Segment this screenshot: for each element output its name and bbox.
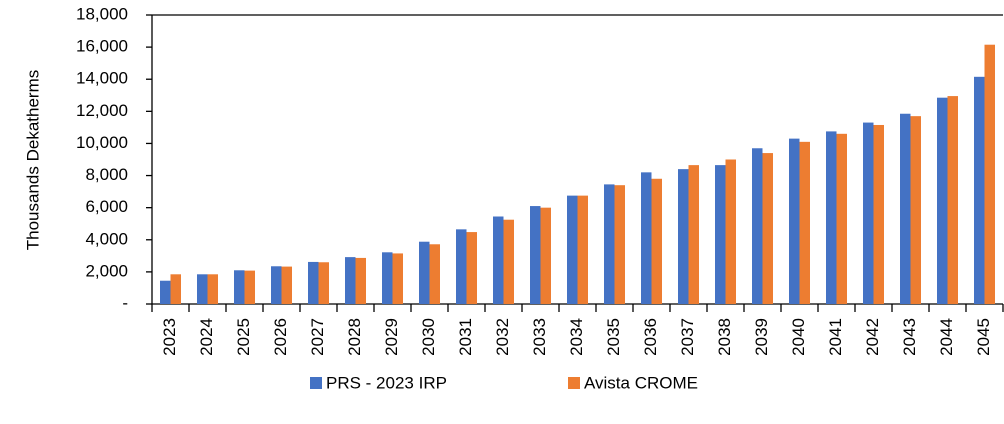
bar (456, 229, 467, 304)
x-tick-label: 2033 (530, 318, 549, 356)
x-tick-label: 2041 (826, 318, 845, 356)
x-tick-label: 2039 (752, 318, 771, 356)
x-tick-label: 2028 (345, 318, 364, 356)
bar (281, 266, 292, 304)
legend-label: PRS - 2023 IRP (326, 373, 447, 392)
bar (900, 113, 911, 304)
bar (984, 44, 995, 304)
x-tick-label: 2026 (271, 318, 290, 356)
y-tick-label: 4,000 (85, 229, 128, 248)
bar (355, 257, 366, 304)
y-tick-label: 10,000 (76, 133, 128, 152)
bar (651, 178, 662, 304)
legend-swatch (568, 377, 580, 389)
x-tick-label: 2040 (789, 318, 808, 356)
bar (974, 76, 985, 304)
bar (382, 252, 393, 304)
bar (799, 141, 810, 304)
bar (725, 159, 736, 304)
bar (826, 131, 837, 304)
x-tick-label: 2044 (937, 318, 956, 356)
bar (947, 96, 958, 304)
bar (863, 122, 874, 304)
x-tick-label: 2037 (678, 318, 697, 356)
bar (641, 172, 652, 304)
x-tick-label: 2029 (382, 318, 401, 356)
x-tick-label: 2032 (493, 318, 512, 356)
bar (429, 244, 440, 304)
x-tick-label: 2042 (863, 318, 882, 356)
bar (170, 274, 181, 304)
x-tick-label: 2036 (641, 318, 660, 356)
bar (789, 138, 800, 304)
x-tick-label: 2045 (974, 318, 993, 356)
bar (271, 266, 282, 304)
y-tick-label: 2,000 (85, 261, 128, 280)
x-tick-label: 2023 (160, 318, 179, 356)
bar (540, 207, 551, 304)
y-tick-label: 18,000 (76, 4, 128, 23)
x-tick-label: 2024 (197, 318, 216, 356)
bar (910, 116, 921, 305)
bar (577, 195, 588, 304)
y-tick-label: 8,000 (85, 165, 128, 184)
bar (567, 195, 578, 304)
bar (419, 241, 430, 304)
bar (466, 232, 477, 304)
bar (715, 165, 726, 304)
bar (604, 184, 615, 304)
x-tick-label: 2027 (308, 318, 327, 356)
bar (688, 165, 699, 304)
bar (493, 216, 504, 304)
bar (503, 219, 514, 304)
bar (207, 274, 218, 304)
y-tick-label: 16,000 (76, 37, 128, 56)
bar (392, 253, 403, 304)
bar (308, 261, 319, 304)
x-tick-label: 2043 (900, 318, 919, 356)
x-tick-label: 2038 (715, 318, 734, 356)
y-tick-label: 14,000 (76, 69, 128, 88)
bar (762, 153, 773, 304)
x-tick-label: 2031 (456, 318, 475, 356)
legend-label: Avista CROME (584, 373, 698, 392)
bar (873, 124, 884, 304)
bar (197, 274, 208, 304)
bar (937, 97, 948, 304)
bar (244, 270, 255, 304)
bar (234, 270, 245, 304)
y-axis-title: Thousands Dekatherms (23, 70, 42, 250)
bar (614, 185, 625, 304)
x-tick-label: 2034 (567, 318, 586, 356)
y-tick-label: 6,000 (85, 197, 128, 216)
x-tick-label: 2025 (234, 318, 253, 356)
bar (530, 206, 541, 304)
y-tick-label: - (122, 293, 128, 312)
bar (345, 257, 356, 304)
bar (160, 280, 171, 304)
x-tick-label: 2030 (419, 318, 438, 356)
x-tick-label: 2035 (604, 318, 623, 356)
bar (678, 169, 689, 304)
bar (836, 133, 847, 304)
bar (752, 148, 763, 304)
legend-swatch (310, 377, 322, 389)
bar (318, 262, 329, 304)
y-tick-label: 12,000 (76, 101, 128, 120)
